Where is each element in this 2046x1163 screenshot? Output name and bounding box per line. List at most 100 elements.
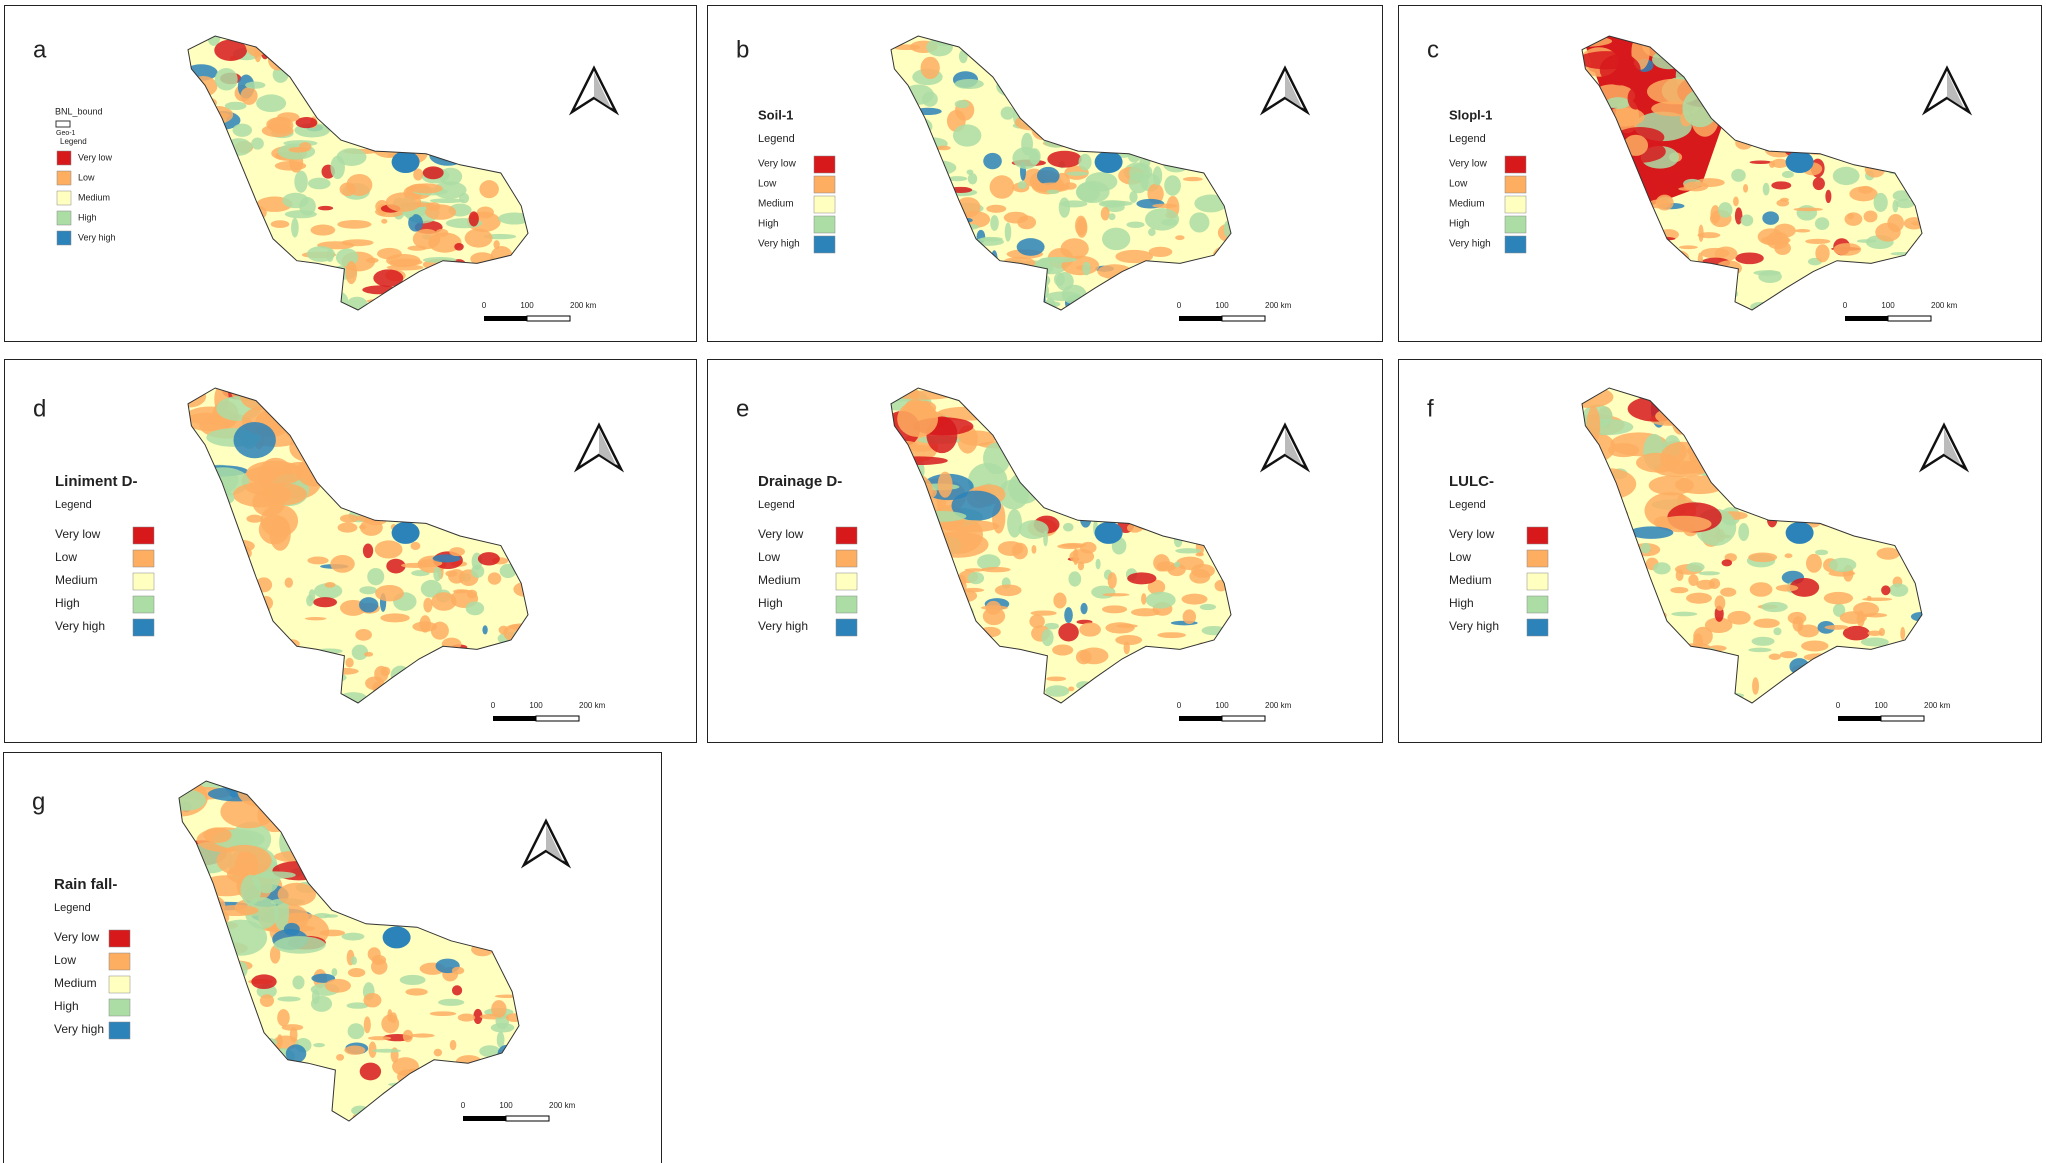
map-patch [1836, 463, 1862, 473]
legend-swatch [1505, 216, 1526, 233]
map-patch [1620, 530, 1636, 536]
map-patch [493, 240, 499, 249]
legend-swatch [1527, 596, 1548, 613]
map-patch [968, 173, 977, 184]
map-patch [1874, 282, 1899, 289]
map-patch [1837, 508, 1862, 522]
map-patch [1840, 682, 1850, 690]
map-patch [1780, 651, 1797, 658]
map-patch [1743, 442, 1772, 456]
map-fill [174, 27, 539, 316]
legend-label: Low [758, 550, 780, 564]
legend-title: Legend [758, 133, 795, 145]
map-patch [1724, 447, 1753, 464]
map-patch [1752, 637, 1775, 646]
map-patch [195, 477, 216, 505]
map-patch [493, 952, 509, 957]
map-patch [936, 198, 947, 215]
map-patch [1789, 658, 1809, 675]
map-patch [348, 1023, 365, 1039]
map-patch [1753, 619, 1779, 628]
map-patch [991, 41, 1005, 52]
map-patch [191, 188, 205, 211]
map-patch [1783, 449, 1789, 468]
map-patch [279, 1074, 298, 1088]
legend-swatch [1527, 619, 1548, 636]
map-patch [411, 1091, 432, 1099]
map-patch [189, 76, 217, 97]
map-patch [958, 611, 969, 628]
map-patch [1864, 210, 1878, 222]
map-patch [284, 670, 310, 685]
map-patch [1115, 635, 1142, 645]
map-patch [343, 865, 365, 876]
map-patch [400, 1089, 428, 1107]
map-patch [1116, 624, 1138, 628]
map-patch [253, 651, 283, 668]
map-patch [422, 421, 433, 426]
map-patch [1722, 559, 1733, 566]
map-panel: eDrainage D-LegendVery lowLowMediumHighV… [707, 359, 1383, 743]
map-patch [1174, 562, 1180, 568]
map-patch [1886, 662, 1895, 681]
map-patch [1874, 193, 1888, 212]
map-patch [465, 229, 493, 248]
map-patch [208, 1006, 237, 1020]
map-patch [485, 1059, 497, 1072]
legend-title: Legend [1449, 133, 1486, 145]
scale-label: 0 [491, 701, 496, 710]
map-patch [1066, 171, 1088, 175]
map-patch [1859, 97, 1877, 101]
map-patch [1559, 430, 1615, 464]
legend-swatch [1527, 550, 1548, 567]
map-patch [1659, 262, 1678, 274]
map-patch [1664, 289, 1683, 305]
map-patch [1073, 426, 1093, 433]
map-patch [1579, 468, 1636, 500]
map-patch [261, 43, 270, 60]
map-patch [1794, 208, 1823, 212]
map-patch [350, 779, 378, 792]
map-patch [1815, 550, 1828, 556]
map-patch [1747, 426, 1766, 436]
map-patch [882, 184, 913, 201]
map-patch [474, 523, 494, 528]
map-patch [888, 137, 920, 157]
map-patch [907, 537, 930, 554]
map-patch [500, 417, 514, 430]
map-patch [1080, 542, 1097, 554]
map-patch [1907, 149, 1930, 162]
map-patch [1611, 218, 1634, 224]
map-patch [337, 220, 371, 229]
map-patch [902, 242, 912, 266]
map-patch [1044, 392, 1067, 397]
map-patch [1752, 491, 1781, 499]
map-patch [483, 532, 499, 542]
map-patch [1190, 488, 1210, 492]
map-patch [1196, 416, 1205, 421]
map-patch [1175, 263, 1203, 281]
figure: aBNL_boundGeo-1LegendVery lowLowMediumHi… [0, 0, 2046, 1163]
map-patch [1614, 272, 1640, 278]
map-lake [1095, 151, 1123, 173]
map-patch [1194, 142, 1216, 151]
map-patch [1593, 271, 1605, 274]
map-patch [1026, 74, 1058, 84]
map-patch [1102, 593, 1129, 596]
map-patch [320, 39, 351, 60]
map-patch [510, 971, 517, 985]
map-patch [466, 601, 484, 615]
map-patch [411, 388, 425, 398]
scale-label: 0 [1843, 301, 1848, 310]
map-patch [1909, 456, 1926, 461]
map-patch [500, 873, 510, 891]
legend-title: Legend [1449, 499, 1486, 511]
map-patch [1168, 98, 1201, 107]
map-patch [333, 877, 342, 893]
map-patch [340, 407, 351, 421]
map-patch [245, 82, 265, 89]
map-patch [1093, 512, 1098, 517]
map-patch [348, 968, 365, 977]
map-patch [444, 289, 456, 302]
map-patch [1156, 300, 1175, 308]
